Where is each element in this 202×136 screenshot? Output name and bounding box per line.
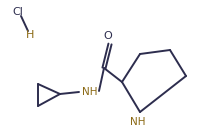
Text: O: O (103, 31, 112, 41)
Text: H: H (26, 30, 34, 40)
Text: NH: NH (82, 87, 97, 97)
Text: Cl: Cl (12, 7, 23, 17)
Text: NH: NH (130, 117, 145, 127)
